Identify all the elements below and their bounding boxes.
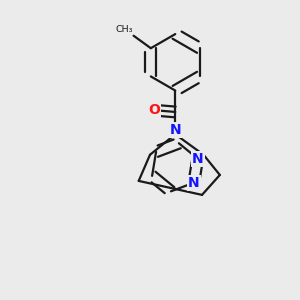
Text: N: N: [188, 176, 200, 190]
Text: N: N: [192, 152, 203, 166]
Text: O: O: [148, 103, 160, 118]
Text: N: N: [169, 123, 181, 137]
Text: CH₃: CH₃: [115, 25, 133, 34]
